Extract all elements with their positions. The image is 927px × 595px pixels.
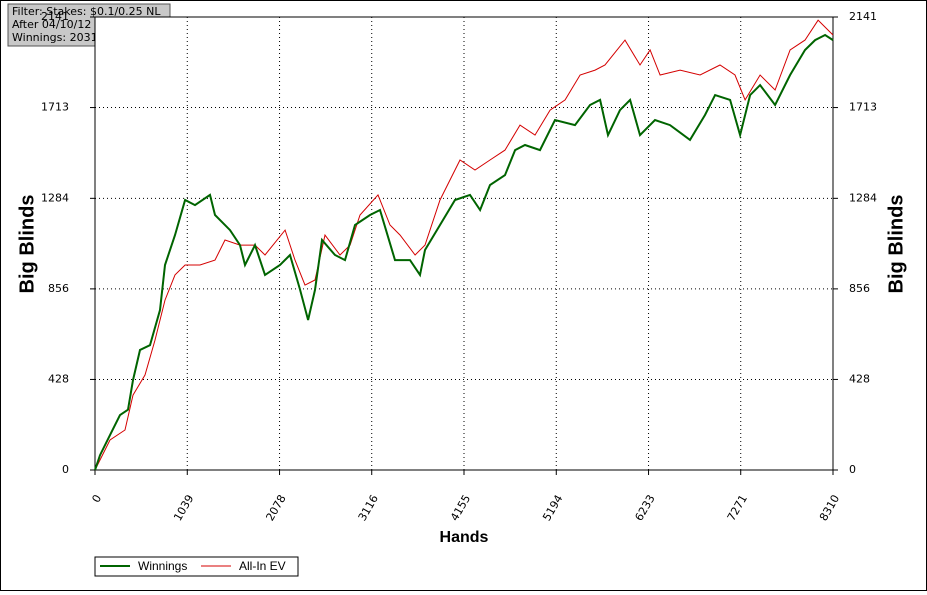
plot-area xyxy=(94,16,834,471)
y-tick-label: 1284 xyxy=(41,191,69,204)
y2-tick-label: 2141 xyxy=(849,10,877,23)
y-tick-label: 2141 xyxy=(41,10,69,23)
legend-label: Winnings xyxy=(138,559,187,573)
y2-tick-label: 856 xyxy=(849,282,870,295)
y2-axis-label: Big Blinds xyxy=(885,195,907,294)
y2-tick-label: 1284 xyxy=(849,191,877,204)
legend xyxy=(94,556,299,577)
y2-tick-label: 1713 xyxy=(849,101,877,114)
y2-tick-label: 0 xyxy=(849,463,856,476)
y-tick-label: 0 xyxy=(62,463,69,476)
y-tick-label: 428 xyxy=(48,372,69,385)
info-line: Filter: Stakes: $0.1/0.25 NL xyxy=(12,5,161,18)
y-axis-label: Big Blinds xyxy=(16,195,38,294)
series-line xyxy=(94,19,834,471)
legend-label: All-In EV xyxy=(239,559,286,573)
y2-tick-label: 428 xyxy=(849,372,870,385)
series-line xyxy=(94,33,834,471)
x-axis-label: Hands xyxy=(440,529,489,546)
y-tick-label: 1713 xyxy=(41,101,69,114)
y-tick-label: 856 xyxy=(48,282,69,295)
